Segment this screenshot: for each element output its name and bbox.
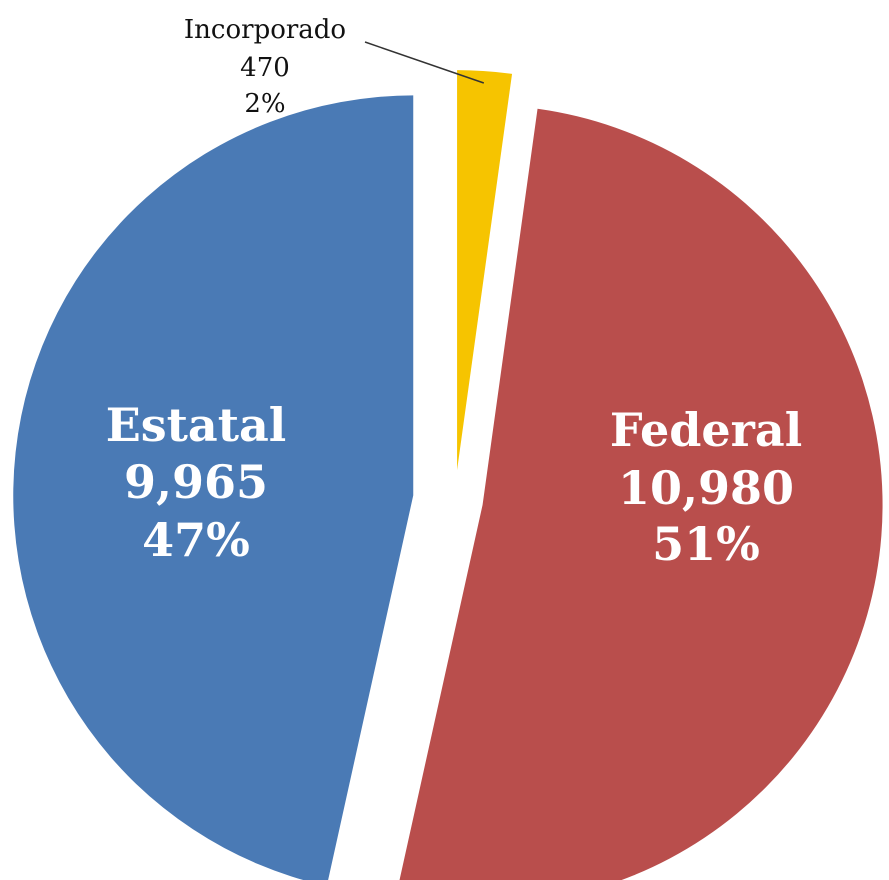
slice-label-name-federal: Federal <box>610 403 802 457</box>
pie-slice-incorporado <box>457 70 513 471</box>
slice-label-percent-estatal: 47% <box>142 513 250 567</box>
slice-label-value-estatal: 9,965 <box>124 455 268 509</box>
pie-slice-estatal <box>13 95 414 880</box>
slice-label-name-incorporado: Incorporado <box>184 15 346 45</box>
slice-label-value-incorporado: 470 <box>240 53 290 83</box>
leader-line-incorporado <box>364 41 485 84</box>
slice-label-name-estatal: Estatal <box>106 398 287 452</box>
slice-label-percent-incorporado: 2% <box>244 89 285 119</box>
pie-slice-federal <box>399 108 883 880</box>
slice-label-value-federal: 10,980 <box>618 461 794 515</box>
slice-label-percent-federal: 51% <box>652 517 760 571</box>
